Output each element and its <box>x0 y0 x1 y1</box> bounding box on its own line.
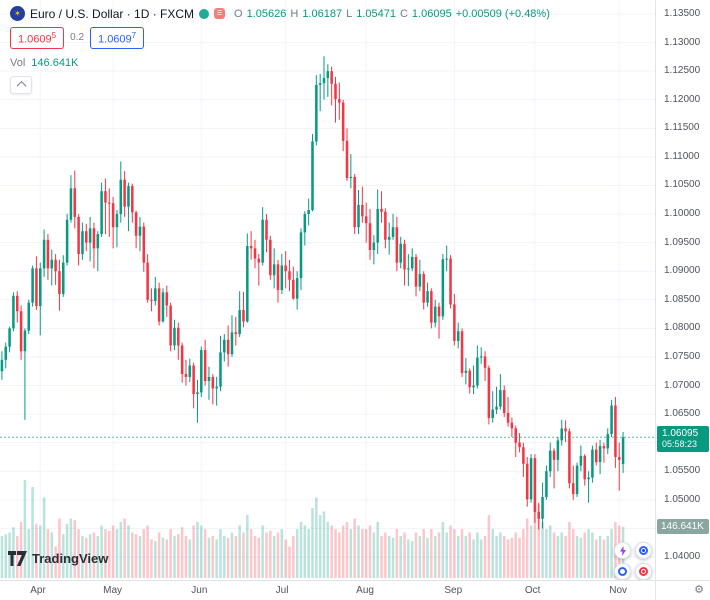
tradingview-logo-text: TradingView <box>32 551 109 566</box>
ask-price: 1.0609 <box>98 33 132 46</box>
low-value: 1.05471 <box>356 7 396 20</box>
low-label: L <box>346 7 353 20</box>
price-tick: 1.04000 <box>664 551 701 562</box>
price-tick: 1.05000 <box>664 493 701 505</box>
change-value: +0.00509 (+0.48%) <box>455 7 550 20</box>
chart-pane[interactable]: ✶ Euro / U.S. Dollar · 1D · FXCM ☰ O 1.05… <box>0 0 655 580</box>
price-tick: 1.12000 <box>664 93 701 105</box>
lightning-button[interactable] <box>614 542 631 559</box>
open-value: 1.05626 <box>246 7 287 20</box>
buy-circle-button[interactable] <box>614 563 631 580</box>
collapse-legend-button[interactable] <box>10 75 32 94</box>
eur-flag-icon: ✶ <box>10 6 25 21</box>
close-label: C <box>399 7 408 20</box>
time-tick: Jul <box>275 585 289 596</box>
quick-trade-buttons <box>614 542 652 580</box>
legend-collapse-row <box>10 75 550 94</box>
time-tick: Nov <box>609 585 628 596</box>
lightning-icon <box>619 545 626 556</box>
price-tick: 1.13500 <box>664 8 701 19</box>
price-tick: 1.09000 <box>664 265 701 277</box>
chevron-up-icon <box>16 81 26 92</box>
price-tick: 1.06500 <box>664 408 701 420</box>
price-tick: 1.11500 <box>664 122 700 134</box>
orders-button[interactable] <box>635 542 652 559</box>
open-label: O <box>234 7 243 20</box>
candlestick-volume-chart <box>0 0 655 578</box>
price-tick: 1.10500 <box>664 179 701 191</box>
high-label: H <box>290 7 299 20</box>
time-tick: May <box>103 585 123 596</box>
time-tick: Sep <box>444 585 463 596</box>
price-tick: 1.05500 <box>664 465 701 477</box>
symbol-title[interactable]: Euro / U.S. Dollar · 1D · FXCM <box>30 6 195 21</box>
indicator-dot-icon[interactable] <box>199 8 210 19</box>
price-tick: 1.10000 <box>664 208 701 220</box>
time-axis[interactable]: Apr May Jun Jul Aug Sep Oct Nov <box>0 580 655 600</box>
ask-price-sup: 7 <box>131 31 137 40</box>
chart-legend: ✶ Euro / U.S. Dollar · 1D · FXCM ☰ O 1.05… <box>10 6 550 94</box>
time-tick: Aug <box>356 585 374 596</box>
volume-axis-label: 146.641K <box>657 518 709 534</box>
spread-value: 0.2 <box>70 32 85 44</box>
volume-value: 146.641K <box>31 56 79 69</box>
buy-ask-button[interactable]: 1.06097 <box>90 27 145 49</box>
tradingview-mark-icon <box>8 551 27 566</box>
tradingview-logo[interactable]: TradingView <box>8 551 108 566</box>
time-tick: Apr <box>30 585 46 596</box>
last-price-value: 1.06095 <box>662 428 699 440</box>
orders-icon <box>639 546 648 555</box>
buy-ring-icon <box>618 567 627 576</box>
axis-corner: ⚙ <box>655 580 710 600</box>
price-tick: 1.09500 <box>664 236 701 248</box>
volume-label: Vol <box>10 56 26 69</box>
sell-bid-button[interactable]: 1.06095 <box>10 27 65 49</box>
price-tick: 1.08500 <box>664 293 701 305</box>
bid-price-sup: 5 <box>51 31 57 40</box>
price-tick: 1.07500 <box>664 350 701 362</box>
indicator-list-icon[interactable]: ☰ <box>214 8 226 19</box>
close-value: 1.06095 <box>411 7 452 20</box>
time-tick: Jun <box>191 585 208 596</box>
symbol-row: ✶ Euro / U.S. Dollar · 1D · FXCM ☰ O 1.05… <box>10 6 550 21</box>
sell-ring-icon <box>639 567 648 576</box>
bid-ask-row: 1.06095 0.2 1.06097 <box>10 27 550 49</box>
price-tick: 1.12500 <box>664 65 701 77</box>
bar-countdown: 05:58:23 <box>662 439 698 450</box>
ohlc-values: O 1.05626 H 1.06187 L 1.05471 C 1.06095 +0.0… <box>234 8 550 20</box>
price-tick: 1.13000 <box>664 36 701 48</box>
time-tick: Oct <box>524 585 541 596</box>
price-axis[interactable]: 1.06095 05:58:23 146.641K 1.13500 1.13000… <box>655 0 710 580</box>
bid-price: 1.0609 <box>18 33 52 46</box>
settings-gear-icon[interactable]: ⚙ <box>694 584 704 596</box>
price-tick: 1.11000 <box>664 150 700 162</box>
last-price-axis-label: 1.06095 05:58:23 <box>657 426 709 453</box>
high-value: 1.06187 <box>302 7 343 20</box>
volume-legend-row: Vol 146.641K <box>10 57 550 69</box>
sell-circle-button[interactable] <box>635 563 652 580</box>
price-tick: 1.07000 <box>664 379 701 391</box>
price-tick: 1.08000 <box>664 322 701 334</box>
